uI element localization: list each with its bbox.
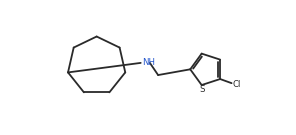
Text: Cl: Cl: [232, 80, 241, 89]
Text: NH: NH: [143, 58, 155, 67]
Text: S: S: [200, 85, 205, 94]
